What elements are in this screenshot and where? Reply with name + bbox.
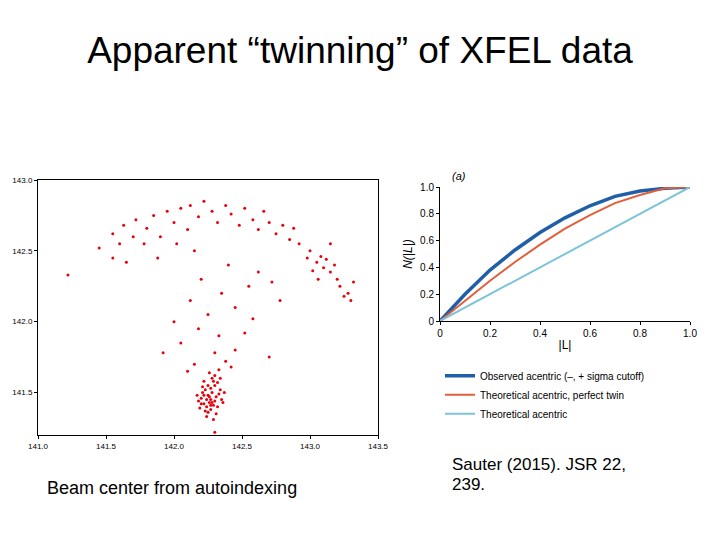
svg-text:143.5: 143.5 bbox=[368, 442, 389, 451]
svg-text:143.0: 143.0 bbox=[12, 176, 33, 185]
html-text:Apparent “twinning” of XFEL da: Apparent “twinning” of XFEL data bbox=[87, 30, 633, 71]
svg-text:0.4: 0.4 bbox=[533, 328, 547, 339]
svg-text:141.5: 141.5 bbox=[12, 388, 33, 397]
svg-text:N(|L|): N(|L|) bbox=[401, 239, 415, 269]
html-text:Sauter (2015). JSR 22, 239.: Sauter (2015). JSR 22, 239. bbox=[452, 455, 626, 494]
svg-text:0.4: 0.4 bbox=[420, 262, 434, 273]
svg-text:Observed acentric (–, + sigma: Observed acentric (–, + sigma cutoff) bbox=[480, 371, 644, 382]
svg-text:0.2: 0.2 bbox=[420, 289, 434, 300]
svg-text:Theoretical acentric: Theoretical acentric bbox=[480, 409, 567, 420]
svg-text:0.6: 0.6 bbox=[420, 235, 434, 246]
svg-text:142.5: 142.5 bbox=[232, 442, 253, 451]
svg-text:0.2: 0.2 bbox=[483, 328, 497, 339]
svg-text:0: 0 bbox=[437, 328, 443, 339]
svg-text:(a): (a) bbox=[452, 170, 466, 182]
svg-text:142.0: 142.0 bbox=[164, 442, 185, 451]
svg-text:1.0: 1.0 bbox=[683, 328, 697, 339]
svg-text:0: 0 bbox=[428, 316, 434, 327]
svg-text:0.6: 0.6 bbox=[583, 328, 597, 339]
svg-text:1.0: 1.0 bbox=[420, 182, 434, 193]
svg-text:142.5: 142.5 bbox=[12, 247, 33, 256]
svg-text:0.8: 0.8 bbox=[633, 328, 647, 339]
html-text:Beam center from autoindexing: Beam center from autoindexing bbox=[47, 478, 298, 498]
svg-text:142.0: 142.0 bbox=[12, 317, 33, 326]
svg-text:141.5: 141.5 bbox=[96, 442, 117, 451]
svg-text:0.8: 0.8 bbox=[420, 208, 434, 219]
svg-text:Theoretical acentric, perfect: Theoretical acentric, perfect twin bbox=[480, 390, 624, 401]
svg-text:141.0: 141.0 bbox=[28, 442, 49, 451]
svg-text:143.0: 143.0 bbox=[300, 442, 321, 451]
svg-text:|L|: |L| bbox=[559, 338, 572, 352]
